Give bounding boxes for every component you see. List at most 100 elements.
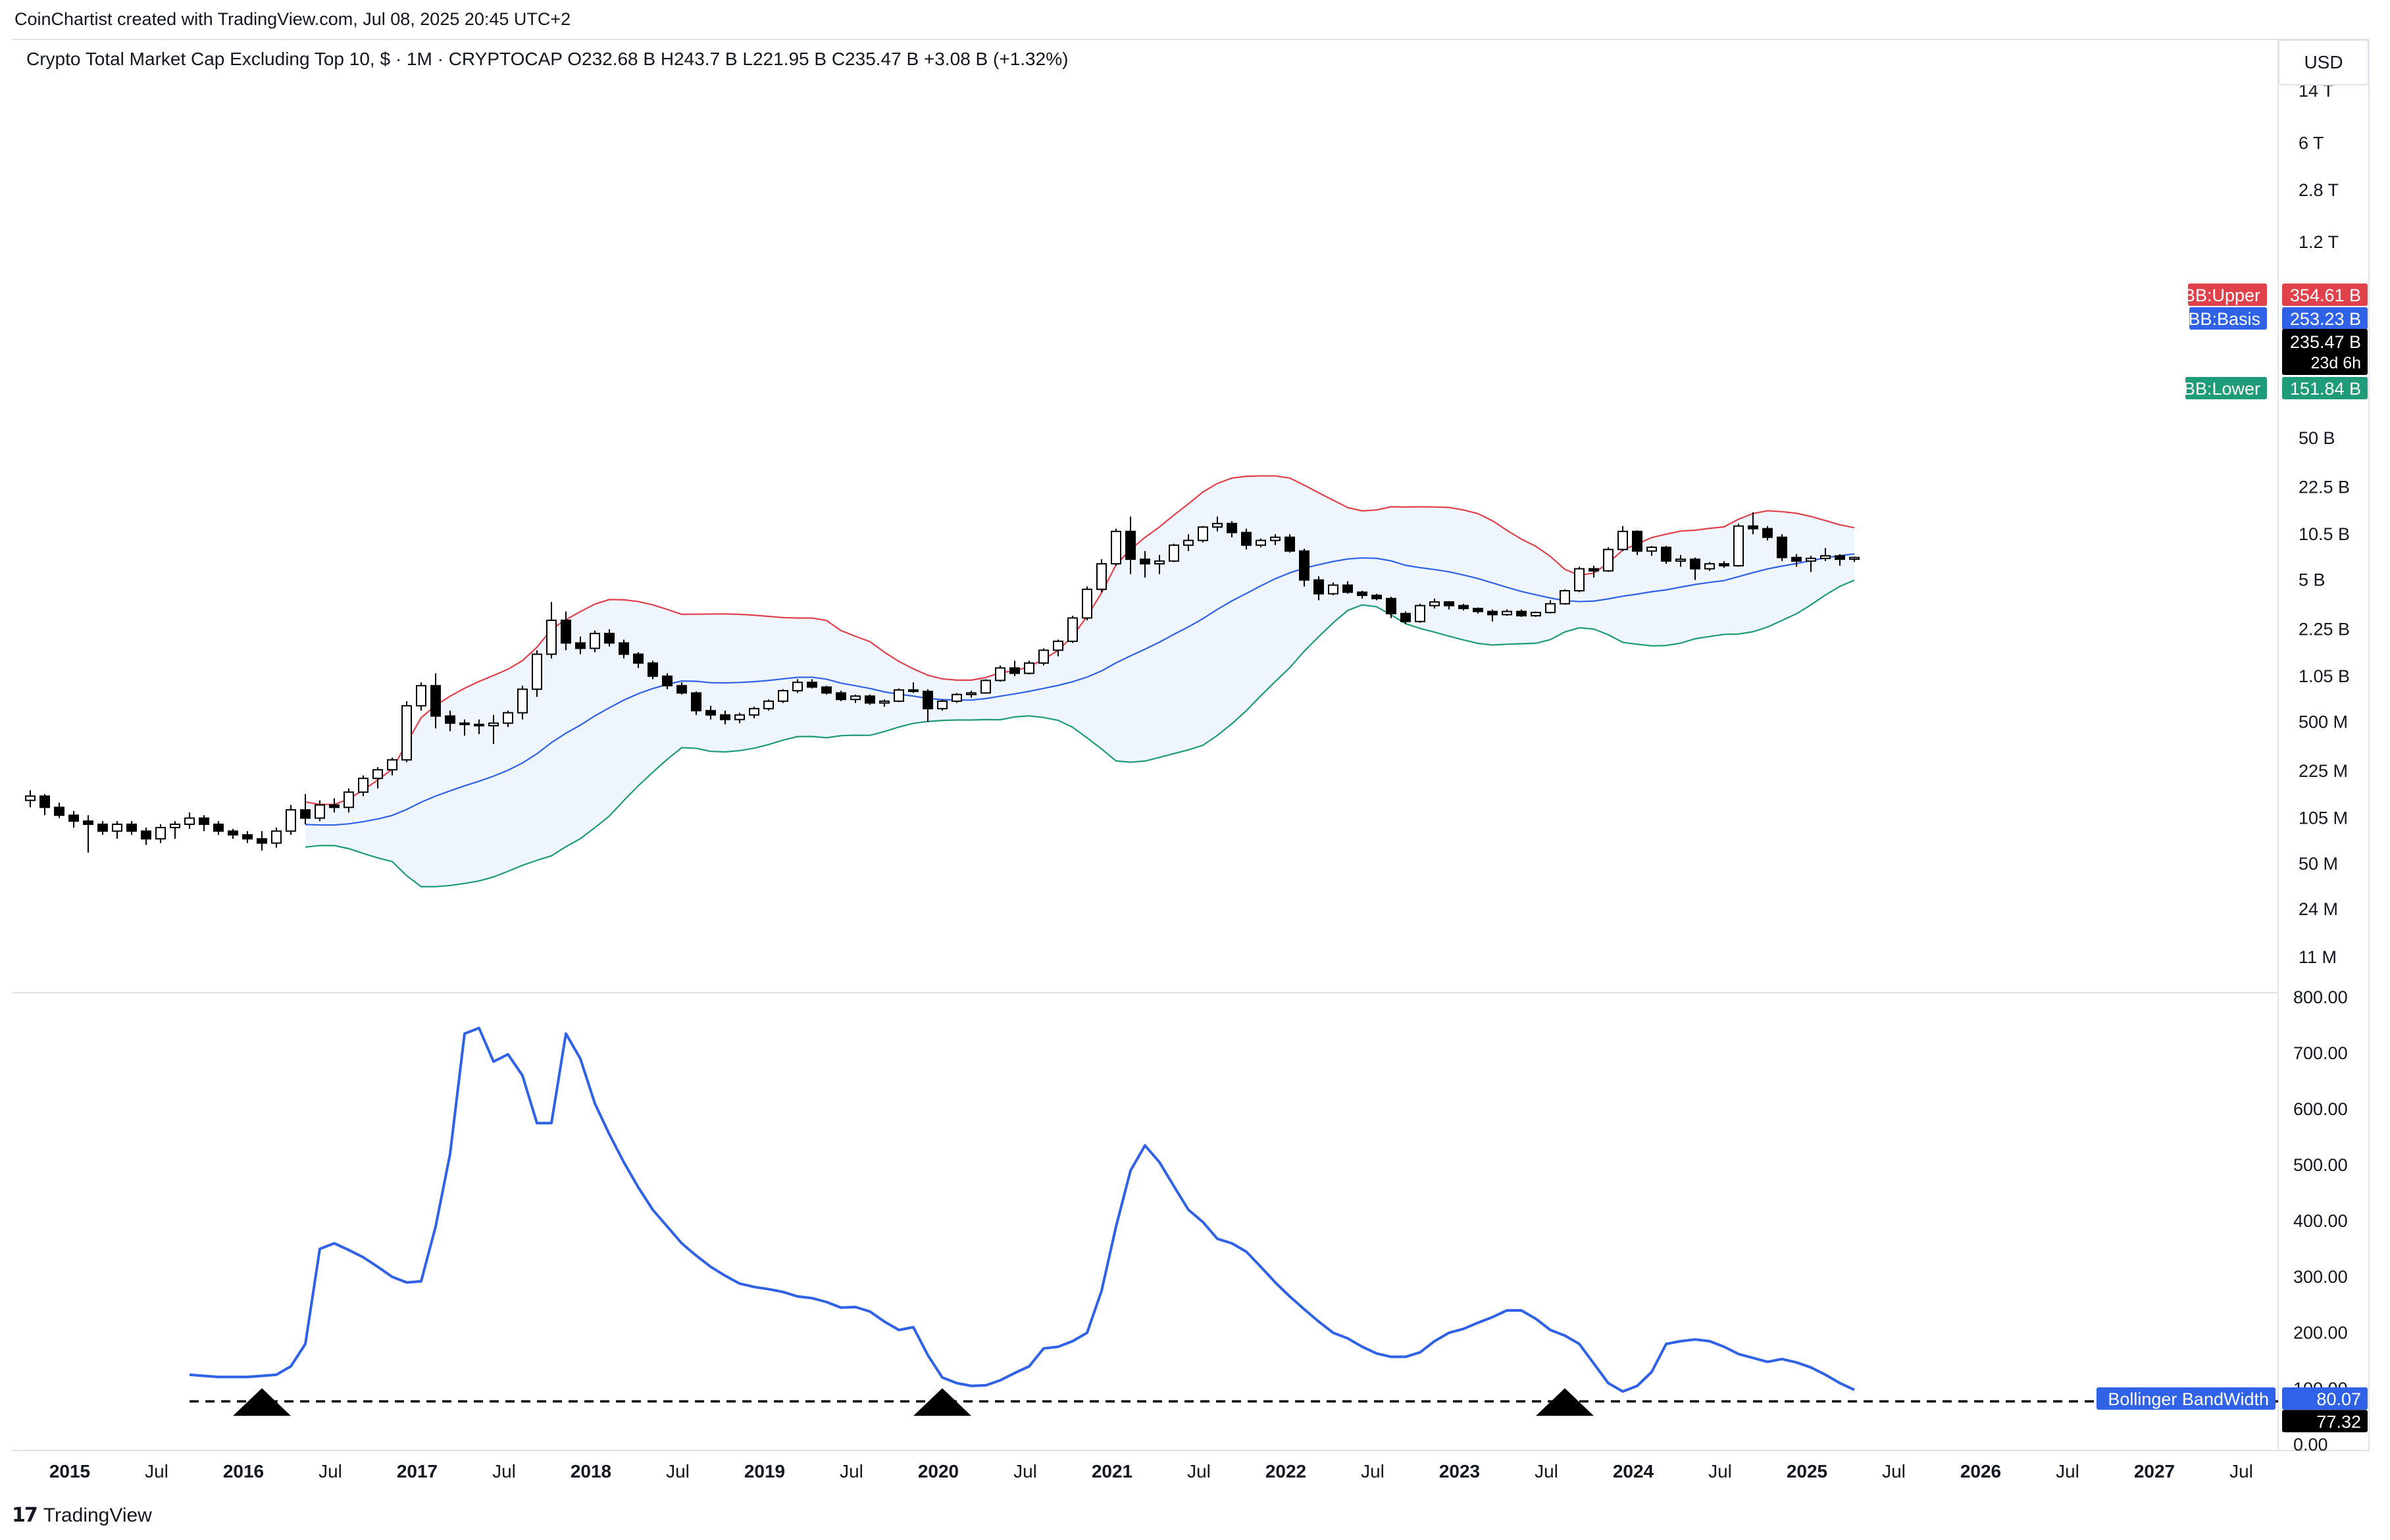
candle xyxy=(358,775,369,797)
bandwidth-name-tag-text: Bollinger BandWidth xyxy=(2108,1389,2269,1409)
price-axis-tick: 50 M xyxy=(2299,854,2338,874)
last-price-text: 235.47 B xyxy=(2290,332,2361,352)
candle-body xyxy=(1082,588,1092,619)
credit-line: CoinChartist created with TradingView.co… xyxy=(14,9,571,29)
time-axis-tick: Jul xyxy=(2229,1461,2253,1481)
bandwidth-line xyxy=(189,1026,1855,1393)
bb-lower-value-tag: 151.84 B xyxy=(2282,377,2368,399)
candle xyxy=(778,689,788,703)
candle xyxy=(908,682,919,693)
bandwidth-value-tag-text: 80.07 xyxy=(2316,1389,2361,1409)
candle-body xyxy=(387,759,397,771)
candle-body xyxy=(1183,539,1194,546)
candle-body xyxy=(416,685,426,707)
candle-body xyxy=(792,682,803,691)
price-axis-tick: 225 M xyxy=(2299,761,2348,781)
candle-body xyxy=(1719,563,1729,567)
candle xyxy=(488,714,499,744)
candle xyxy=(1154,555,1165,574)
candle-body xyxy=(54,807,64,816)
candle xyxy=(1516,609,1527,617)
countdown-text: 23d 6h xyxy=(2311,354,2361,372)
currency-button[interactable]: USD xyxy=(2278,39,2369,86)
candle xyxy=(474,719,484,734)
bb-basis-line xyxy=(305,553,1855,826)
candle-body xyxy=(184,817,195,826)
footer-brand[interactable]: 𝟭𝟳 TradingView xyxy=(12,1504,152,1527)
candle-body xyxy=(459,722,470,726)
candle xyxy=(865,694,875,705)
candle-body xyxy=(1009,667,1020,674)
candle xyxy=(705,705,716,720)
candle-body xyxy=(546,619,557,655)
candle xyxy=(1545,600,1556,614)
bandwidth-value-tag-bg xyxy=(2282,1387,2368,1410)
time-axis-tick: 2016 xyxy=(223,1461,264,1481)
price-axis-tick: 24 M xyxy=(2299,899,2338,919)
candle xyxy=(199,815,209,832)
candle-body xyxy=(358,778,369,793)
candle xyxy=(662,673,673,689)
time-axis-tick: 2022 xyxy=(1265,1461,1306,1481)
symbol-legend[interactable]: Crypto Total Market Cap Excluding Top 10… xyxy=(26,49,1069,69)
price-axis-tick: 10.5 B xyxy=(2299,524,2350,544)
bb-lower-name-tag-text: BB:Lower xyxy=(2183,379,2260,399)
candle-body xyxy=(734,714,745,720)
candle xyxy=(1096,559,1107,593)
candle-body xyxy=(1198,526,1208,541)
candle-body xyxy=(1444,601,1454,607)
candle-body xyxy=(445,715,455,724)
candle xyxy=(1371,593,1382,601)
candle xyxy=(546,602,557,658)
candle xyxy=(1038,648,1049,666)
candle-body xyxy=(1487,610,1498,616)
time-axis-tick: 2019 xyxy=(744,1461,785,1481)
bandwidth-axis-tick: 200.00 xyxy=(2293,1323,2348,1343)
candle xyxy=(1284,534,1295,553)
time-axis-tick: 2021 xyxy=(1092,1461,1132,1481)
candle-body xyxy=(1357,591,1367,596)
footer-brand-label: TradingView xyxy=(43,1504,152,1526)
candle-body xyxy=(1762,528,1773,538)
bandwidth-name-tag-bg xyxy=(2097,1387,2276,1410)
time-axis-tick: 2017 xyxy=(397,1461,438,1481)
bb-upper-name-tag-bg xyxy=(2188,284,2267,306)
price-axis-tick: 2.8 T xyxy=(2299,180,2339,200)
bandwidth-name-tag: Bollinger BandWidth xyxy=(2097,1387,2276,1410)
candle xyxy=(1111,528,1121,566)
candle xyxy=(1169,543,1179,562)
candle xyxy=(1082,586,1092,620)
candle xyxy=(1198,526,1208,543)
candle-body xyxy=(1458,605,1469,609)
candle-body xyxy=(1777,536,1787,559)
candle xyxy=(1849,557,1860,562)
time-axis-tick: Jul xyxy=(840,1461,863,1481)
bb-upper-value-tag-bg xyxy=(2282,284,2368,306)
candle xyxy=(1632,530,1642,555)
candle-body xyxy=(980,680,991,694)
candle xyxy=(1719,560,1729,568)
candle xyxy=(184,812,195,830)
candle-body xyxy=(604,632,615,644)
bb-lower-name-tag-bg xyxy=(2185,377,2267,399)
candle xyxy=(1024,660,1034,675)
candle xyxy=(619,639,629,658)
candle-body xyxy=(1270,536,1281,541)
candle-body xyxy=(1067,617,1078,642)
candle-body xyxy=(720,714,730,720)
bb-upper-name-tag-text: BB:Upper xyxy=(2183,286,2260,305)
candle xyxy=(39,794,50,816)
candle-body xyxy=(1733,525,1744,567)
candle-body xyxy=(315,804,325,819)
candle xyxy=(1791,554,1802,567)
candle xyxy=(676,682,687,695)
candle-body xyxy=(633,653,644,664)
candle xyxy=(1140,551,1150,578)
candle-body xyxy=(39,795,50,808)
candle xyxy=(343,788,354,813)
candle xyxy=(1820,548,1831,561)
candle-body xyxy=(300,809,311,819)
candle-body xyxy=(257,838,267,844)
candle xyxy=(1328,582,1338,595)
